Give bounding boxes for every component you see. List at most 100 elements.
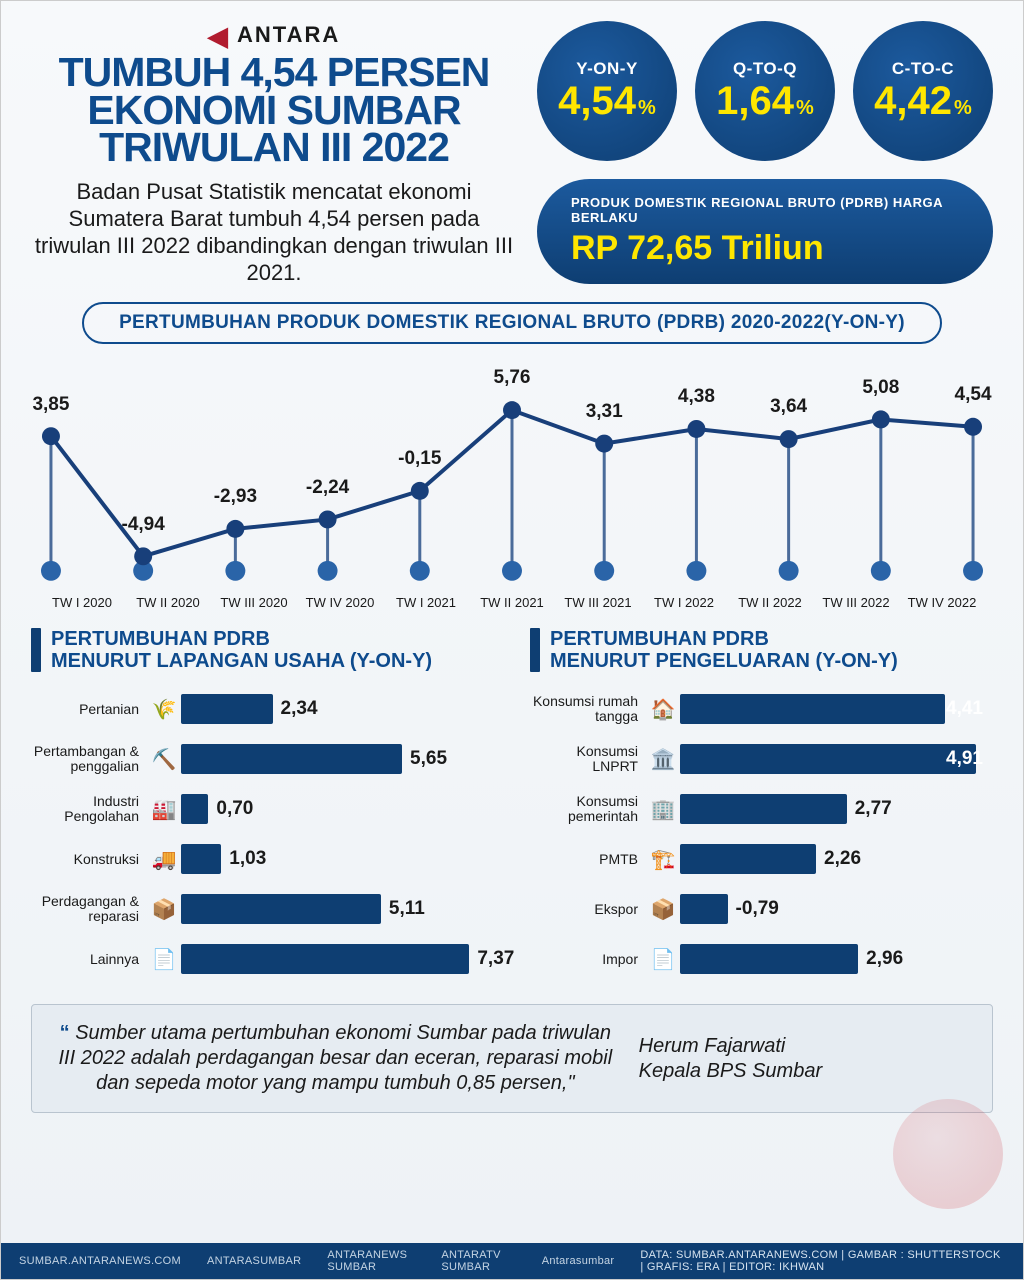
- bar-wrap: 5,65: [181, 744, 494, 774]
- bar-label: Impor: [530, 952, 646, 967]
- bar-charts-row: PERTUMBUHAN PDRB MENURUT LAPANGAN USAHA …: [1, 610, 1023, 996]
- bar-fill: [181, 944, 469, 974]
- line-chart: TW I 2020TW II 2020TW III 2020TW IV 2020…: [31, 350, 993, 610]
- line-chart-title-pill: PERTUMBUHAN PRODUK DOMESTIK REGIONAL BRU…: [82, 302, 942, 344]
- bar-wrap: 1,03: [181, 844, 494, 874]
- bar-right-title-2: MENURUT PENGELUARAN (Y-ON-Y): [550, 650, 898, 672]
- bars-left-list: Pertanian🌾2,34Pertambangan & penggalian⛏…: [31, 686, 494, 982]
- x-axis-label: TW II 2021: [469, 595, 555, 610]
- stat-circle-2: C-TO-C4,42%: [853, 21, 993, 161]
- bar-fill: [680, 694, 945, 724]
- x-axis-label: TW II 2022: [727, 595, 813, 610]
- circle-label: Y-ON-Y: [576, 59, 638, 79]
- title-line-3: TRIWULAN III 2022: [31, 129, 517, 167]
- infographic-page: ◀ ANTARA TUMBUH 4,54 PERSEN EKONOMI SUMB…: [0, 0, 1024, 1280]
- pdrb-pill: PRODUK DOMESTIK REGIONAL BRUTO (PDRB) HA…: [537, 179, 993, 284]
- bar-value: 1,03: [229, 848, 266, 870]
- bar-label: Perdagangan & reparasi: [31, 894, 147, 925]
- line-point-label: 4,38: [678, 386, 715, 408]
- footer-link: ANTARATV SUMBAR: [441, 1249, 515, 1273]
- bar-value: -0,79: [736, 898, 779, 920]
- bar-row: Konsumsi rumah tangga🏠4,41: [530, 686, 993, 732]
- circle-value-row: 1,64%: [716, 79, 814, 124]
- bar-wrap: 4,41: [680, 694, 993, 724]
- bar-value: 2,34: [281, 698, 318, 720]
- pdrb-value: RP 72,65 Triliun: [571, 229, 959, 268]
- bar-label: Konstruksi: [31, 852, 147, 867]
- circle-label: Q-TO-Q: [733, 59, 797, 79]
- bar-row: Perdagangan & reparasi📦5,11: [31, 886, 494, 932]
- brand-text: ANTARA: [237, 22, 340, 47]
- bar-category-icon: 📦: [646, 897, 680, 922]
- bar-wrap: 4,91: [680, 744, 993, 774]
- x-axis-label: TW III 2020: [211, 595, 297, 610]
- bar-wrap: 2,34: [181, 694, 494, 724]
- footer-link: ANTARANEWS SUMBAR: [327, 1249, 415, 1273]
- bar-panel-left: PERTUMBUHAN PDRB MENURUT LAPANGAN USAHA …: [31, 628, 494, 986]
- footer-credits: DATA: SUMBAR.ANTARANEWS.COM | GAMBAR : S…: [640, 1249, 1005, 1273]
- bar-left-title-1: PERTUMBUHAN PDRB: [51, 628, 432, 650]
- bar-left-title-text: PERTUMBUHAN PDRB MENURUT LAPANGAN USAHA …: [51, 628, 432, 672]
- bar-row: Konsumsi LNPRT🏛️4,91: [530, 736, 993, 782]
- bar-category-icon: 🚚: [147, 847, 181, 872]
- title-accent-bar: [31, 628, 41, 672]
- footer-link: Antarasumbar: [542, 1255, 615, 1267]
- quote-text: “ Sumber utama pertumbuhan ekonomi Sumba…: [52, 1021, 619, 1096]
- bar-category-icon: 🏛️: [646, 747, 680, 772]
- circle-pct: %: [954, 97, 972, 120]
- bar-value: 2,26: [824, 848, 861, 870]
- line-point-label: -0,15: [398, 448, 441, 470]
- bar-value: 5,65: [410, 748, 447, 770]
- bars-right-list: Konsumsi rumah tangga🏠4,41Konsumsi LNPRT…: [530, 686, 993, 982]
- bar-fill: [680, 894, 728, 924]
- header-row: ◀ ANTARA TUMBUH 4,54 PERSEN EKONOMI SUMB…: [1, 1, 1023, 296]
- bar-row: Lainnya📄7,37: [31, 936, 494, 982]
- bar-row: Ekspor📦-0,79: [530, 886, 993, 932]
- circle-label: C-TO-C: [892, 59, 954, 79]
- bar-panel-right: PERTUMBUHAN PDRB MENURUT PENGELUARAN (Y-…: [530, 628, 993, 986]
- line-point-label: -2,93: [214, 486, 257, 508]
- title-accent-bar: [530, 628, 540, 672]
- bar-row: Pertambangan & penggalian⛏️5,65: [31, 736, 494, 782]
- line-point-label: -2,24: [306, 477, 349, 499]
- line-chart-svg: [31, 350, 993, 610]
- bar-row: Pertanian🌾2,34: [31, 686, 494, 732]
- bar-wrap: 2,77: [680, 794, 993, 824]
- bar-value: 2,77: [855, 798, 892, 820]
- x-axis-label: TW I 2022: [641, 595, 727, 610]
- line-point-label: 5,08: [862, 377, 899, 399]
- bar-wrap: 2,26: [680, 844, 993, 874]
- watermark-logo: [893, 1099, 1003, 1209]
- x-axis-label: TW II 2020: [125, 595, 211, 610]
- x-axis-label: TW IV 2022: [899, 595, 985, 610]
- bar-category-icon: 🏗️: [646, 847, 680, 872]
- bar-wrap: 5,11: [181, 894, 494, 924]
- line-chart-section: PERTUMBUHAN PRODUK DOMESTIK REGIONAL BRU…: [1, 296, 1023, 610]
- bar-label: Lainnya: [31, 952, 147, 967]
- bar-value: 4,91: [946, 748, 983, 770]
- line-point-label: 3,31: [586, 401, 623, 423]
- bar-value: 4,41: [946, 698, 983, 720]
- line-point-label: 4,54: [955, 384, 992, 406]
- brand-arrow-icon: ◀: [208, 21, 230, 51]
- bar-label: Pertanian: [31, 702, 147, 717]
- bar-value: 0,70: [216, 798, 253, 820]
- x-axis-label: TW I 2020: [39, 595, 125, 610]
- quote-mark-icon: “: [60, 1022, 76, 1044]
- bar-right-title: PERTUMBUHAN PDRB MENURUT PENGELUARAN (Y-…: [530, 628, 993, 672]
- bar-value: 7,37: [477, 948, 514, 970]
- x-axis-label: TW IV 2020: [297, 595, 383, 610]
- bar-right-title-text: PERTUMBUHAN PDRB MENURUT PENGELUARAN (Y-…: [550, 628, 898, 672]
- bar-left-title: PERTUMBUHAN PDRB MENURUT LAPANGAN USAHA …: [31, 628, 494, 672]
- bar-wrap: -0,79: [680, 894, 993, 924]
- bar-fill: [680, 794, 847, 824]
- bar-label: Industri Pengolahan: [31, 794, 147, 825]
- bar-category-icon: 📦: [147, 897, 181, 922]
- bar-category-icon: 🏠: [646, 697, 680, 722]
- bar-category-icon: 🏭: [147, 797, 181, 822]
- circle-value: 1,64: [716, 79, 794, 124]
- x-axis-label: TW I 2021: [383, 595, 469, 610]
- stat-circles: Y-ON-Y4,54%Q-TO-Q1,64%C-TO-C4,42%: [537, 21, 993, 161]
- quote-attribution: Herum Fajarwati Kepala BPS Sumbar: [639, 1034, 972, 1084]
- circle-pct: %: [796, 97, 814, 120]
